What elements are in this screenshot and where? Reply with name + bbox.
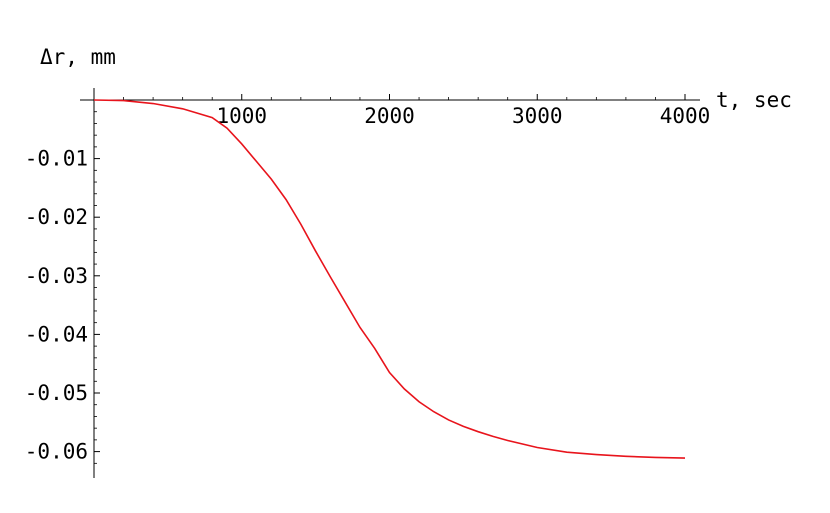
x-axis-label: t, sec (716, 88, 792, 112)
y-tick-label: -0.04 (25, 322, 88, 346)
x-tick-label: 3000 (512, 104, 563, 128)
y-tick-label: -0.06 (25, 440, 88, 464)
y-tick-label: -0.01 (25, 147, 88, 171)
x-tick-label: 1000 (216, 104, 267, 128)
y-minor-ticks (94, 111, 97, 464)
y-axis-ticks: -0.01 -0.02 -0.03 -0.04 -0.05 -0.06 (25, 147, 100, 464)
x-tick-label: 4000 (660, 104, 711, 128)
y-tick-label: -0.02 (25, 205, 88, 229)
x-tick-label: 2000 (364, 104, 415, 128)
x-axis-ticks: 1000 2000 3000 4000 (216, 94, 710, 128)
y-tick-label: -0.03 (25, 264, 88, 288)
y-axis-label: Δr, mm (40, 45, 116, 69)
series-layer (93, 99, 686, 459)
y-tick-label: -0.05 (25, 381, 88, 405)
series-line (93, 99, 686, 459)
